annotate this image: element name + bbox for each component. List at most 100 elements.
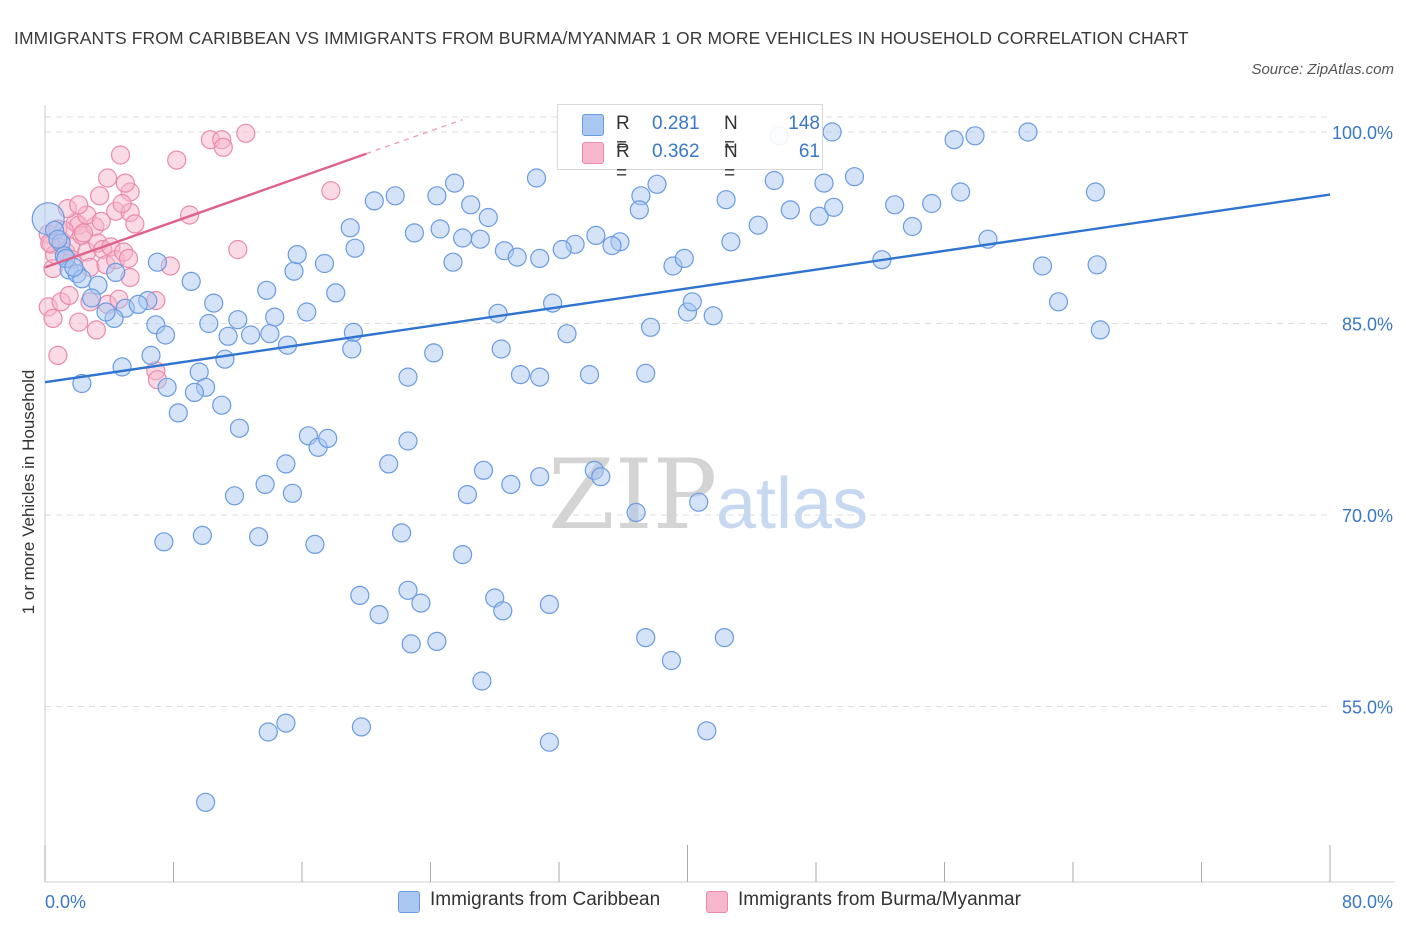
data-point xyxy=(626,502,646,523)
data-point xyxy=(59,285,79,305)
data-point xyxy=(97,168,118,188)
data-point xyxy=(950,182,971,202)
y-tick-labels: 100.0% 85.0% 70.0% 55.0% xyxy=(1332,123,1393,718)
burma-trend-line xyxy=(44,152,367,269)
r-label: R = xyxy=(616,141,630,184)
data-point xyxy=(192,525,212,546)
data-point xyxy=(1018,122,1038,142)
data-point xyxy=(629,200,649,220)
trend-lines xyxy=(44,118,1331,384)
data-point xyxy=(902,216,923,237)
data-point xyxy=(385,186,405,206)
data-point xyxy=(721,232,741,252)
data-point xyxy=(457,485,477,505)
data-point xyxy=(510,365,531,385)
data-point xyxy=(229,418,249,438)
y-tick-label: 55.0% xyxy=(1342,698,1393,718)
legend-burma-label: Immigrants from Burma/Myanmar xyxy=(738,889,1021,910)
data-point xyxy=(265,307,285,327)
burma-swatch-icon xyxy=(582,142,604,164)
r-value: 0.281 xyxy=(652,113,700,134)
legend-caribbean-label: Immigrants from Caribbean xyxy=(430,889,661,910)
data-point xyxy=(314,253,335,274)
data-point xyxy=(579,365,600,385)
x-tick-labels: 0.0% 80.0% xyxy=(45,892,1393,912)
data-point xyxy=(276,454,296,474)
data-point xyxy=(453,544,473,565)
data-point xyxy=(284,261,304,281)
n-value: 61 xyxy=(798,141,820,162)
data-point xyxy=(199,313,219,334)
data-point xyxy=(204,293,224,313)
data-point xyxy=(112,193,132,214)
caribbean-legend-swatch-icon xyxy=(398,891,420,913)
data-point xyxy=(530,467,550,487)
data-point xyxy=(430,219,450,239)
data-point xyxy=(682,292,702,312)
data-point xyxy=(472,671,492,691)
data-point xyxy=(287,245,307,265)
data-point xyxy=(944,130,964,150)
watermark-atlas: atlas xyxy=(716,464,868,544)
data-point xyxy=(181,271,201,291)
data-point xyxy=(552,239,572,260)
data-point xyxy=(258,722,278,742)
data-point xyxy=(401,634,421,654)
data-point xyxy=(184,382,204,402)
data-point xyxy=(86,320,107,340)
burma-trend-extension xyxy=(366,118,463,155)
data-point xyxy=(305,534,325,555)
data-point xyxy=(340,218,360,238)
data-point xyxy=(647,174,667,194)
data-point xyxy=(96,302,116,322)
data-point xyxy=(398,431,418,451)
data-point xyxy=(1087,255,1107,275)
data-point xyxy=(91,211,111,231)
data-point xyxy=(427,631,447,652)
data-point xyxy=(661,650,682,671)
data-point xyxy=(530,367,550,387)
data-point xyxy=(557,324,577,344)
data-point xyxy=(228,239,248,260)
data-point xyxy=(714,627,735,648)
data-point xyxy=(342,339,362,359)
data-point xyxy=(168,403,188,423)
data-point xyxy=(1085,182,1106,202)
data-point xyxy=(493,601,513,621)
data-point xyxy=(392,523,412,543)
correlation-legend: R = 0.281 N = 148 R = 0.362 N = 61 xyxy=(557,104,823,184)
r-value: 0.362 xyxy=(652,141,700,162)
data-point xyxy=(110,145,131,165)
data-point xyxy=(369,604,389,625)
data-point xyxy=(69,312,89,332)
data-point xyxy=(141,345,161,365)
data-point xyxy=(591,467,611,487)
data-point xyxy=(674,248,694,268)
data-point xyxy=(167,150,187,170)
data-point xyxy=(282,483,302,503)
data-point xyxy=(112,357,132,377)
data-point xyxy=(318,428,338,448)
data-point xyxy=(764,170,784,191)
data-point xyxy=(350,585,370,606)
data-point xyxy=(125,214,145,234)
caribbean-swatch-icon xyxy=(582,114,604,136)
data-point xyxy=(445,173,465,193)
data-point xyxy=(473,460,494,480)
data-point xyxy=(260,324,280,344)
data-point xyxy=(501,474,521,494)
data-point xyxy=(427,186,447,206)
y-tick-label: 100.0% xyxy=(1332,123,1393,143)
data-point xyxy=(697,721,717,741)
data-point xyxy=(965,126,985,146)
data-point xyxy=(586,225,606,245)
data-point xyxy=(488,303,508,323)
data-point xyxy=(689,492,709,512)
n-label: N = xyxy=(724,113,738,156)
data-point xyxy=(64,257,84,277)
y-tick-label: 85.0% xyxy=(1342,315,1393,335)
data-point xyxy=(526,168,547,188)
data-point xyxy=(215,349,235,369)
data-point xyxy=(1032,256,1053,276)
